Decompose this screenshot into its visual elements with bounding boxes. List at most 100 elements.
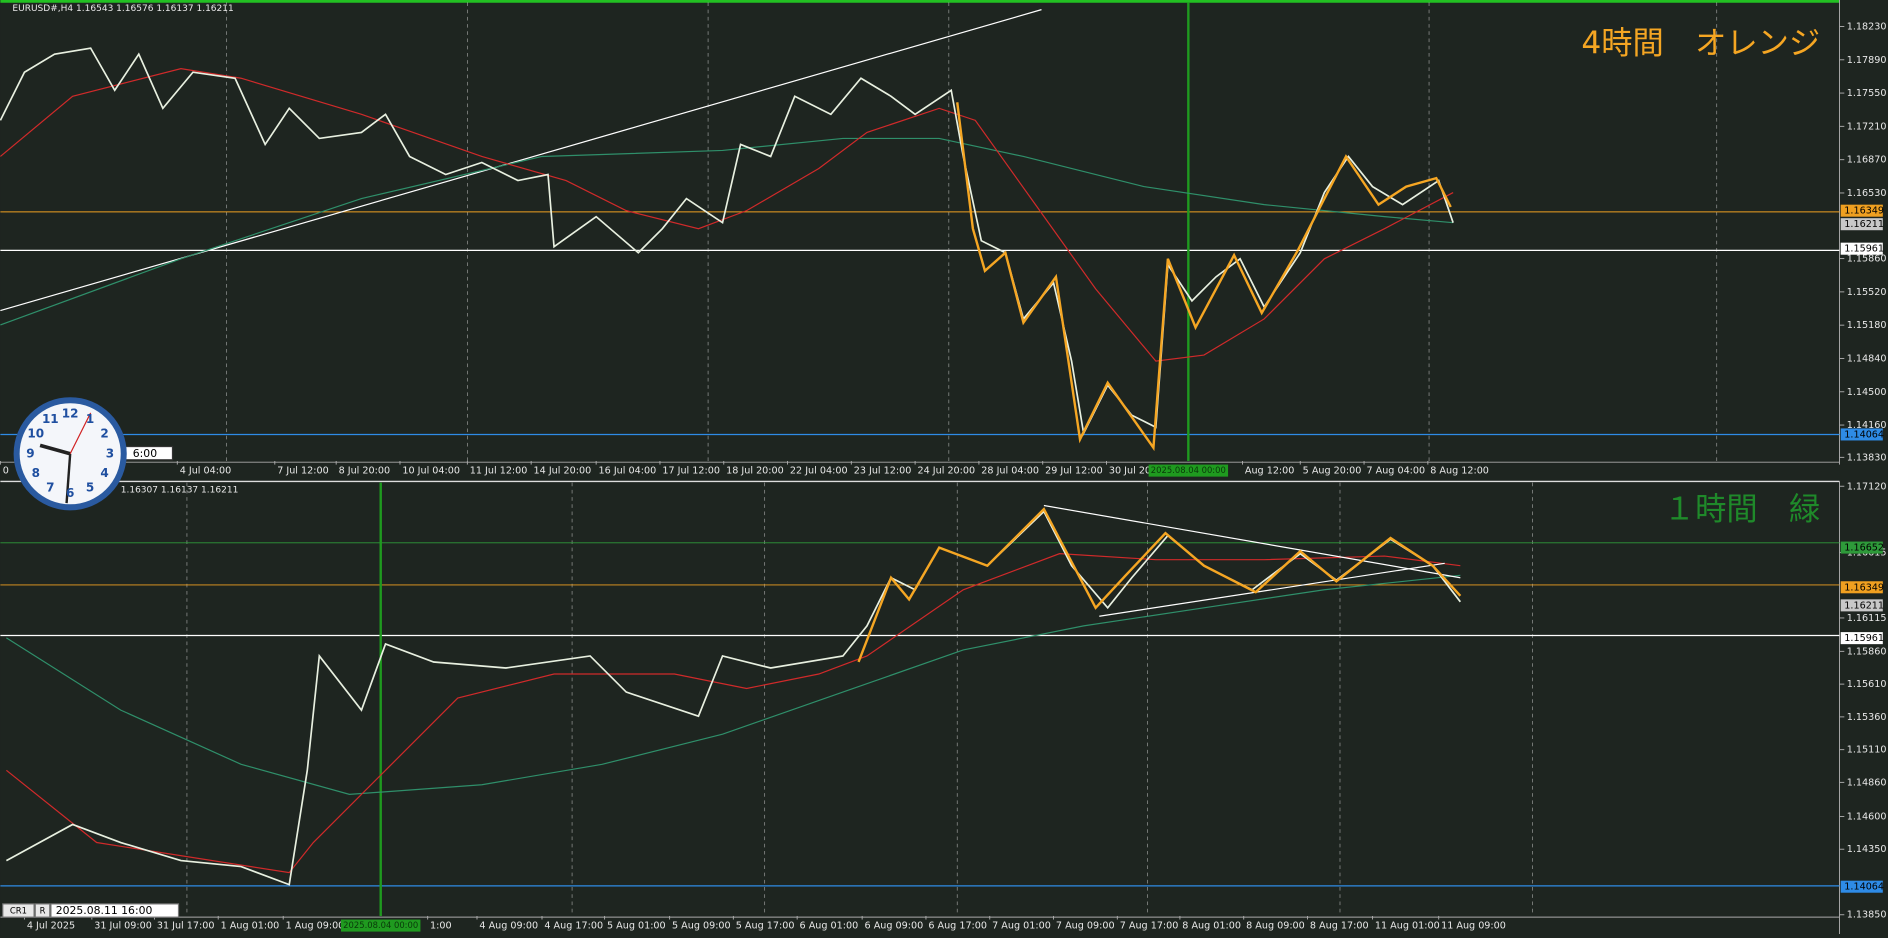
time-marker bbox=[340, 919, 421, 932]
zigzag bbox=[857, 507, 1462, 663]
top-panel-drawings bbox=[0, 2, 1840, 461]
clock-number: 8 bbox=[32, 466, 40, 480]
moving-average-short bbox=[0, 67, 1454, 362]
annotation: １時間 緑 bbox=[1664, 491, 1820, 527]
price-marker-label: 1.14064 bbox=[1844, 429, 1884, 440]
price-label: 1.14600 bbox=[1847, 811, 1887, 822]
time-label: 0 bbox=[3, 466, 9, 477]
price-marker-label: 1.16211 bbox=[1844, 219, 1884, 230]
time-label: 7 Aug 04:00 bbox=[1366, 466, 1425, 477]
price-line bbox=[0, 47, 1454, 436]
price-label: 1.15860 bbox=[1847, 646, 1887, 657]
time-label: 1 Aug 01:00 bbox=[221, 921, 280, 932]
time-label: 4 Jul 04:00 bbox=[180, 466, 232, 477]
price-marker bbox=[1840, 242, 1883, 255]
zigzag bbox=[956, 102, 1452, 452]
clock-number: 7 bbox=[46, 481, 54, 495]
time-label: 5 Aug 01:00 bbox=[607, 921, 666, 932]
price-label: 1.16115 bbox=[1847, 613, 1887, 624]
time-label: 7 Jul 12:00 bbox=[277, 466, 329, 477]
time-marker-label: 2025.08.04 00:00 bbox=[343, 920, 418, 930]
time-label: 1:00 bbox=[430, 921, 452, 932]
time-label: 8 Aug 01:00 bbox=[1182, 921, 1241, 932]
clock-number: 1 bbox=[86, 412, 94, 426]
triangle-line bbox=[1043, 504, 1461, 579]
price-label: 1.14160 bbox=[1847, 420, 1887, 431]
second-hand bbox=[69, 412, 92, 455]
datetime-box bbox=[50, 903, 180, 918]
time-label: 18 Jul 20:00 bbox=[726, 466, 784, 477]
price-label: 1.14860 bbox=[1847, 777, 1887, 788]
price-marker-label: 1.14064 bbox=[1844, 882, 1884, 893]
datetime: 2025.08.11 16:00 bbox=[56, 904, 153, 917]
price-label: 1.18230 bbox=[1847, 21, 1887, 32]
time-label: 6 Aug 01:00 bbox=[800, 921, 859, 932]
price-label: 1.14350 bbox=[1847, 844, 1887, 855]
time-label: 14 Jul 20:00 bbox=[534, 466, 592, 477]
clock-number: 3 bbox=[106, 446, 114, 460]
price-marker bbox=[1840, 599, 1883, 612]
price-label: 1.17890 bbox=[1847, 55, 1887, 66]
time-label: 8 Jul 20:00 bbox=[339, 466, 391, 477]
time-label: 17 Jul 12:00 bbox=[662, 466, 720, 477]
price-label: 1.15110 bbox=[1847, 745, 1887, 756]
ruler-button bbox=[34, 903, 51, 918]
time-label: 7 Aug 17:00 bbox=[1120, 921, 1179, 932]
clock-number: 10 bbox=[27, 426, 44, 440]
time-label: 7 Aug 01:00 bbox=[992, 921, 1051, 932]
time-marker-label: 2025.08.04 00:00 bbox=[1151, 465, 1226, 475]
time-label: 24 Jul 20:00 bbox=[918, 466, 976, 477]
triangle-line bbox=[1099, 562, 1445, 617]
separator bbox=[0, 464, 1888, 482]
time-label: 10 Jul 04:00 bbox=[402, 466, 460, 477]
chart-header: 1.16307 1.16137 1.16211 bbox=[121, 485, 239, 495]
clock-number: 2 bbox=[100, 426, 108, 440]
clock-number: 4 bbox=[100, 466, 108, 480]
price-label: 1.16530 bbox=[1847, 188, 1887, 199]
time-label: 1 Aug 09:00 bbox=[286, 921, 345, 932]
price-label: 1.17210 bbox=[1847, 121, 1887, 132]
price-label: 1.15610 bbox=[1847, 679, 1887, 690]
price-marker-label: 1.16211 bbox=[1844, 600, 1884, 611]
time-label: 4 Aug 09:00 bbox=[479, 921, 538, 932]
price-marker-label: 1.16349 bbox=[1844, 582, 1884, 593]
price-marker bbox=[1840, 218, 1883, 231]
price-marker bbox=[1840, 204, 1883, 217]
moving-average-long bbox=[0, 137, 1454, 326]
clock-number: 11 bbox=[42, 412, 59, 426]
time-label: 5 Aug 17:00 bbox=[736, 921, 795, 932]
time-label: 5 Aug 20:00 bbox=[1303, 466, 1362, 477]
price-label: 1.15520 bbox=[1847, 287, 1887, 298]
chart-header: EURUSD#,H4 1.16543 1.16576 1.16137 1.162… bbox=[12, 4, 233, 14]
price-marker bbox=[1840, 581, 1883, 594]
price-marker bbox=[1840, 541, 1883, 554]
time-label: 8 Aug 09:00 bbox=[1246, 921, 1305, 932]
ruler-label: R bbox=[40, 906, 46, 916]
time-label: 11 Jul 12:00 bbox=[470, 466, 528, 477]
price-label: 1.15860 bbox=[1847, 254, 1887, 265]
time-label: 31 Jul 17:00 bbox=[157, 921, 215, 932]
time-label: 28 Jul 04:00 bbox=[981, 466, 1039, 477]
mode-button bbox=[2, 903, 35, 918]
price-label: 1.13850 bbox=[1847, 910, 1887, 921]
price-label: 1.17120 bbox=[1847, 481, 1887, 492]
minute-hand bbox=[65, 453, 72, 504]
moving-average-short bbox=[6, 553, 1461, 874]
mode-label: CR1 bbox=[10, 906, 27, 916]
time-label: 29 Jul 12:00 bbox=[1045, 466, 1103, 477]
time-label: 4 Aug 17:00 bbox=[544, 921, 603, 932]
time-label: 11 Aug 09:00 bbox=[1441, 921, 1506, 932]
time-label: 6 Aug 09:00 bbox=[865, 921, 924, 932]
price-label: 1.16870 bbox=[1847, 155, 1887, 166]
time-label: 31 Jul 09:00 bbox=[94, 921, 152, 932]
price-marker bbox=[1840, 880, 1883, 893]
price-marker-label: 1.16349 bbox=[1844, 206, 1884, 217]
time-label: 6 Aug 17:00 bbox=[928, 921, 987, 932]
hour-hand bbox=[39, 443, 71, 456]
time-label: 30 Jul 20:00 bbox=[1109, 466, 1167, 477]
time-marker bbox=[1148, 464, 1229, 477]
price-label: 1.14500 bbox=[1847, 387, 1887, 398]
time-label: 8 Aug 12:00 bbox=[1430, 466, 1489, 477]
time-label: 4 Jul 2025 bbox=[27, 921, 75, 932]
